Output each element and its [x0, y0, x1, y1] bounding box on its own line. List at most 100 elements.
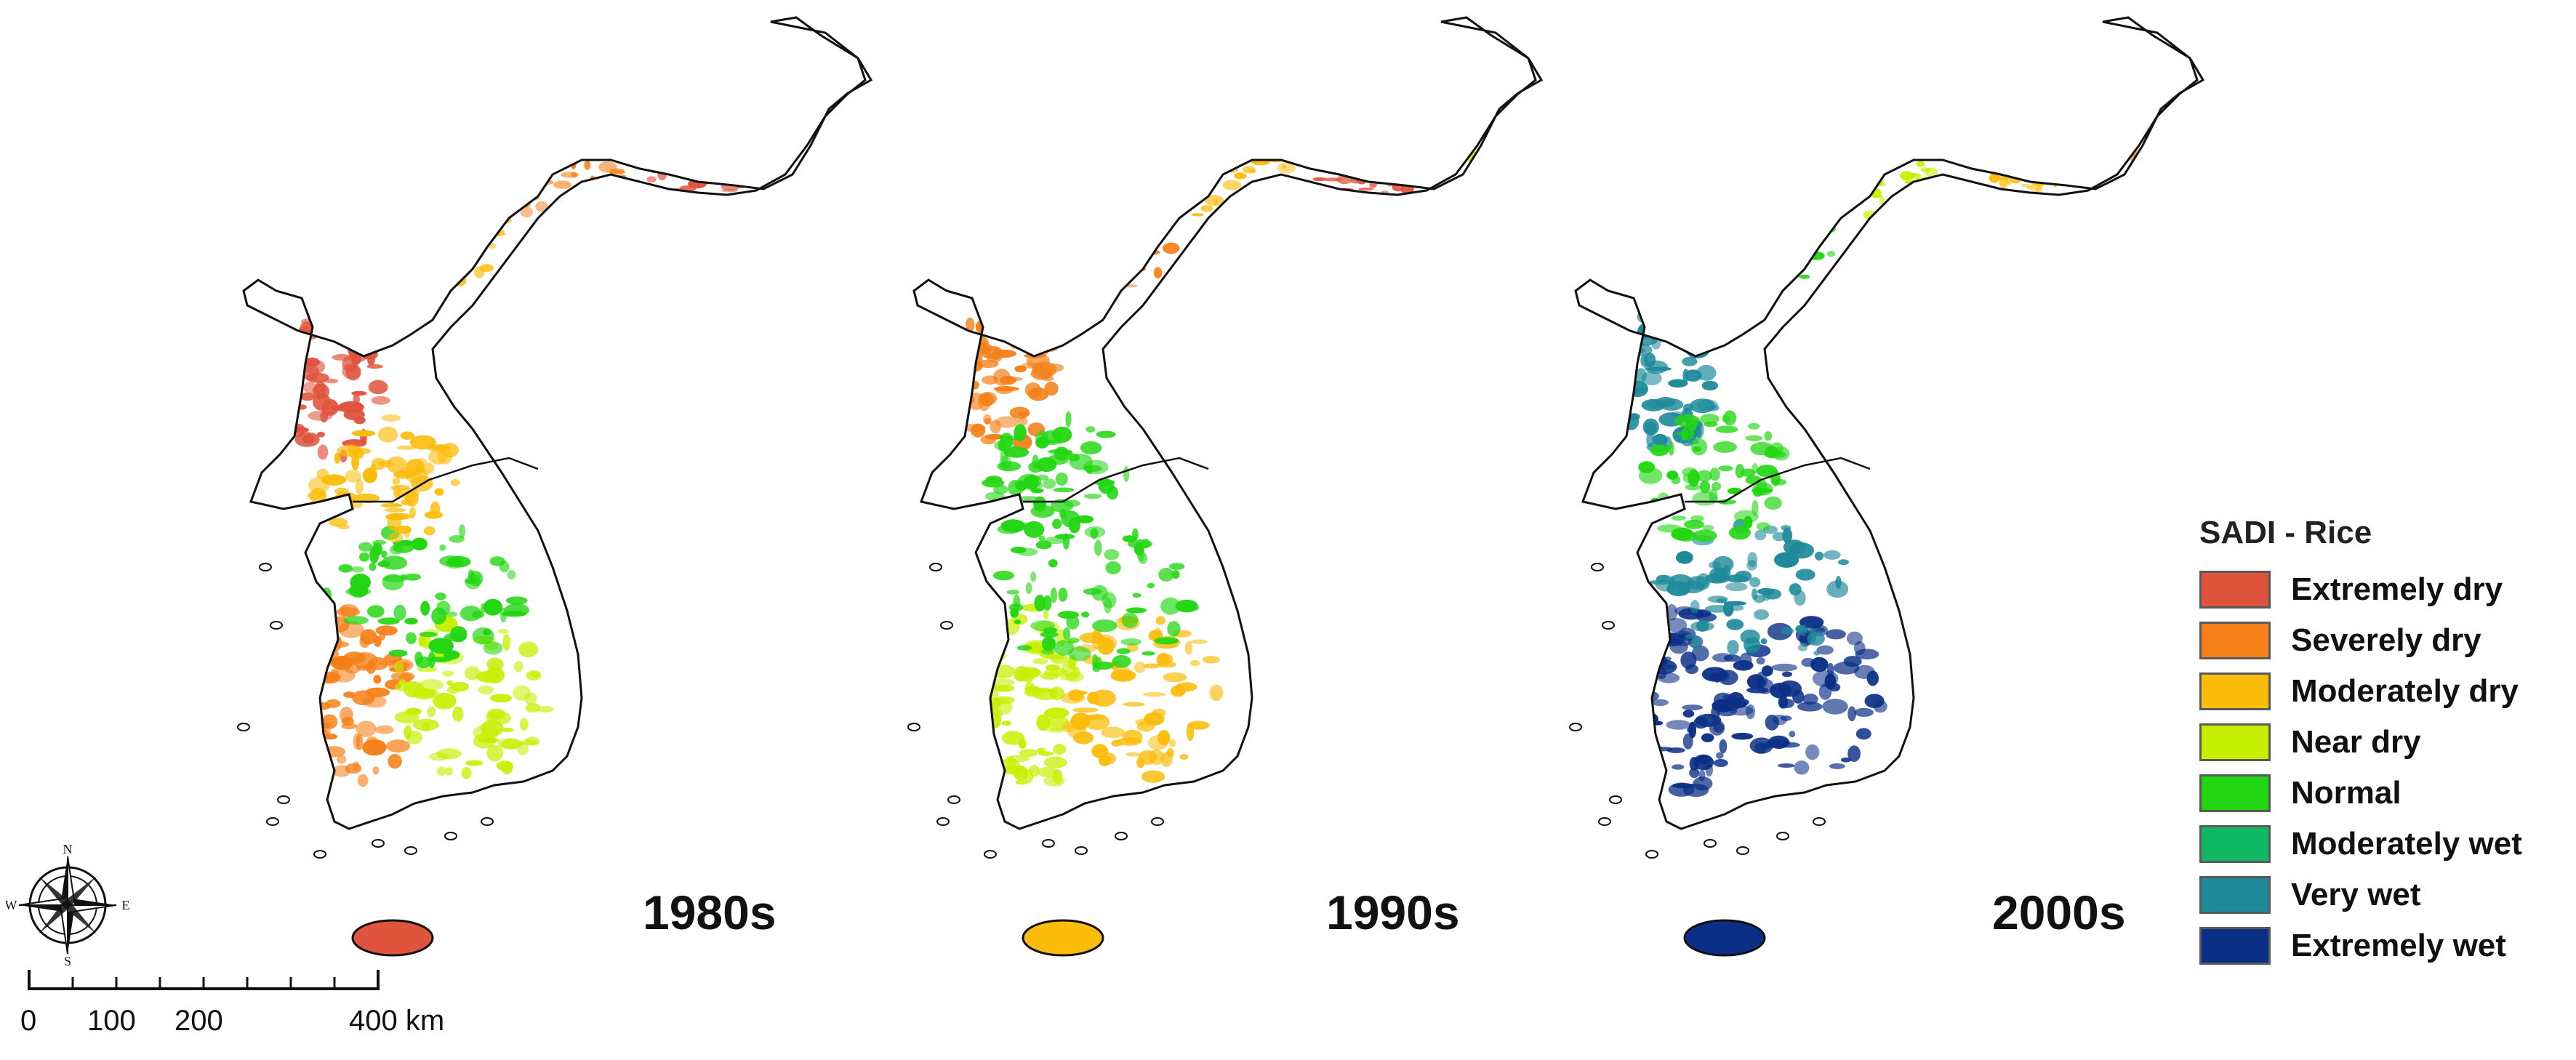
- sadi-patch: [1152, 708, 1166, 717]
- sadi-patch: [1288, 202, 1302, 208]
- sadi-patch: [1735, 464, 1745, 478]
- sadi-patch: [1778, 680, 1802, 697]
- sadi-patch: [358, 336, 370, 353]
- sadi-patch: [702, 156, 710, 166]
- sadi-patch: [1424, 108, 1435, 121]
- island-outline: [277, 795, 290, 804]
- sadi-patch: [355, 478, 364, 495]
- sadi-patch: [1881, 153, 1892, 157]
- sadi-patch: [1094, 216, 1099, 227]
- sadi-patch: [598, 161, 617, 173]
- legend-label: Normal: [2291, 775, 2402, 811]
- sadi-patch: [1396, 158, 1403, 169]
- legend-label: Moderately dry: [2291, 673, 2519, 709]
- sadi-patch: [1155, 616, 1165, 625]
- sadi-patch: [794, 88, 805, 93]
- sadi-patch: [2093, 83, 2098, 92]
- sadi-patch: [424, 285, 440, 289]
- island-outline: [936, 817, 950, 826]
- sadi-patch: [1388, 174, 1403, 181]
- sadi-patch: [1059, 509, 1067, 519]
- sadi-patch: [351, 430, 376, 437]
- inter-korean-border: [1685, 457, 1871, 503]
- sadi-patch: [1853, 641, 1866, 656]
- peninsula-base: [244, 17, 871, 829]
- sadi-patch: [1024, 521, 1045, 538]
- sadi-patch: [733, 173, 741, 177]
- sadi-patch: [1951, 201, 1962, 208]
- sadi-patch: [1753, 609, 1770, 620]
- sadi-patch: [1283, 192, 1293, 201]
- sadi-patch: [1008, 307, 1023, 320]
- sadi-patch: [796, 73, 805, 81]
- sadi-patch: [441, 670, 454, 677]
- scale-bar-line: [28, 970, 380, 990]
- sadi-patch: [1448, 68, 1458, 81]
- sadi-patch: [2036, 154, 2042, 164]
- sadi-patch: [987, 641, 995, 654]
- sadi-patch: [1469, 116, 1479, 121]
- sadi-patch: [1445, 126, 1461, 130]
- sadi-patch: [387, 513, 402, 531]
- sadi-patch: [409, 507, 416, 518]
- sadi-patch: [415, 458, 427, 464]
- sadi-patch: [985, 353, 1006, 359]
- sadi-patch: [1043, 610, 1049, 619]
- sadi-patch: [406, 265, 414, 273]
- sadi-patch: [1850, 187, 1859, 195]
- sadi-patch: [1910, 202, 1922, 211]
- sadi-patch: [362, 695, 387, 708]
- compass-n: N: [63, 843, 73, 856]
- sadi-patch: [2032, 148, 2045, 158]
- sadi-patch: [420, 198, 437, 206]
- sadi-patch: [807, 118, 814, 129]
- sadi-patch: [1916, 161, 1925, 167]
- sadi-patch: [535, 201, 548, 212]
- sadi-patch: [1927, 202, 1946, 209]
- sadi-patch: [1067, 453, 1080, 462]
- sadi-patch: [362, 467, 377, 483]
- legend-item: Very wet: [2199, 870, 2522, 920]
- sadi-patch: [400, 431, 414, 440]
- sadi-patch: [995, 416, 1019, 428]
- sadi-patch: [953, 356, 960, 364]
- sadi-patch: [1095, 657, 1102, 665]
- scale-bar: 0 100 200 400 km: [15, 967, 523, 1054]
- sadi-patch: [1084, 526, 1106, 538]
- sadi-patch: [1079, 633, 1105, 643]
- sadi-patch: [343, 616, 369, 625]
- sadi-patch: [423, 526, 436, 536]
- sadi-patch: [1251, 190, 1265, 198]
- sadi-patch: [1014, 765, 1028, 781]
- sadi-patch: [957, 378, 966, 393]
- sadi-patch: [472, 627, 494, 645]
- sadi-patch: [1184, 164, 1202, 167]
- sadi-patch: [1053, 487, 1075, 493]
- sadi-patch: [2114, 111, 2127, 121]
- sadi-patch: [1333, 150, 1347, 159]
- sadi-patch: [1262, 194, 1272, 204]
- sadi-patch: [1686, 727, 1693, 733]
- sadi-patch: [347, 447, 372, 455]
- sadi-patch: [392, 478, 401, 485]
- sadi-patch: [420, 601, 430, 616]
- sadi-patch: [1749, 577, 1761, 587]
- sadi-patch: [1737, 260, 1748, 265]
- sadi-patch: [1058, 587, 1068, 602]
- sadi-patch: [1851, 180, 1863, 190]
- sadi-patch: [1772, 714, 1788, 726]
- sadi-patch: [529, 185, 536, 196]
- legend-items: Extremely dry Severely dry Moderately dry N…: [2199, 564, 2522, 971]
- sadi-patch: [413, 688, 436, 700]
- sadi-patch: [1038, 535, 1046, 542]
- sadi-patch: [538, 156, 545, 161]
- sadi-patch: [1810, 657, 1829, 672]
- island-outline: [404, 846, 417, 855]
- sadi-patch: [2135, 79, 2150, 90]
- sadi-patch: [1671, 527, 1693, 541]
- sadi-patch: [1064, 249, 1083, 252]
- sadi-patch: [396, 249, 407, 254]
- sadi-patch: [1745, 435, 1763, 441]
- sadi-patch: [410, 435, 436, 450]
- sadi-patch: [769, 73, 779, 83]
